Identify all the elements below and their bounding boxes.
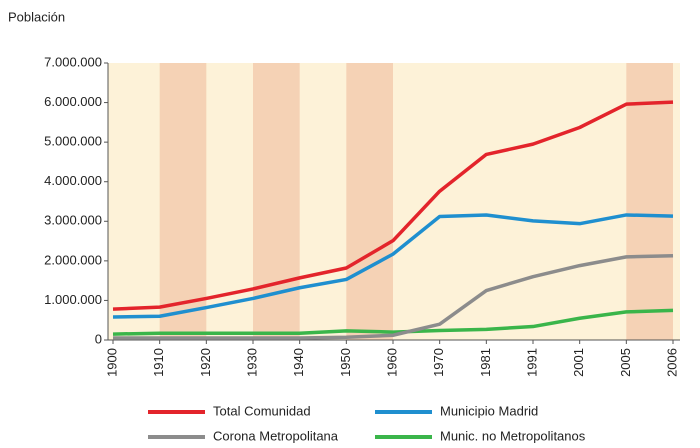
x-tick-label: 1930 (244, 348, 259, 377)
legend-label: Munic. no Metropolitanos (440, 428, 586, 443)
y-tick-label: 0 (95, 331, 102, 346)
y-axis-label: Población (8, 9, 65, 24)
plot-band (626, 63, 673, 340)
x-tick-label: 1960 (384, 348, 399, 377)
x-tick-label: 1991 (524, 348, 539, 377)
y-tick-label: 5.000.000 (44, 134, 102, 149)
x-tick-label: 1970 (431, 348, 446, 377)
y-tick-label: 7.000.000 (44, 54, 102, 69)
x-tick-label: 1900 (104, 348, 119, 377)
y-tick-label: 3.000.000 (44, 213, 102, 228)
data-line (113, 253, 674, 340)
x-tick-label: 2006 (664, 348, 679, 377)
legend-label: Corona Metropolitana (213, 428, 339, 443)
x-tick-label: 1920 (198, 348, 213, 377)
data-line (112, 100, 674, 311)
plot-band (159, 63, 207, 340)
x-tick-label: 1950 (338, 348, 353, 377)
y-tick-label: 4.000.000 (44, 173, 102, 188)
y-tick-label: 6.000.000 (44, 94, 102, 109)
y-tick-label: 2.000.000 (44, 252, 102, 267)
legend-label: Municipio Madrid (440, 403, 538, 418)
data-line (112, 308, 674, 336)
x-tick-label: 2005 (618, 348, 633, 377)
data-line (112, 213, 674, 319)
x-tick-label: 1981 (478, 348, 493, 377)
x-tick-label: 2001 (571, 348, 586, 377)
x-tick-label: 1910 (151, 348, 166, 377)
legend-label: Total Comunidad (213, 403, 311, 418)
plot-band (346, 63, 393, 340)
x-tick-label: 1940 (291, 348, 306, 377)
y-tick-label: 1.000.000 (44, 292, 102, 307)
